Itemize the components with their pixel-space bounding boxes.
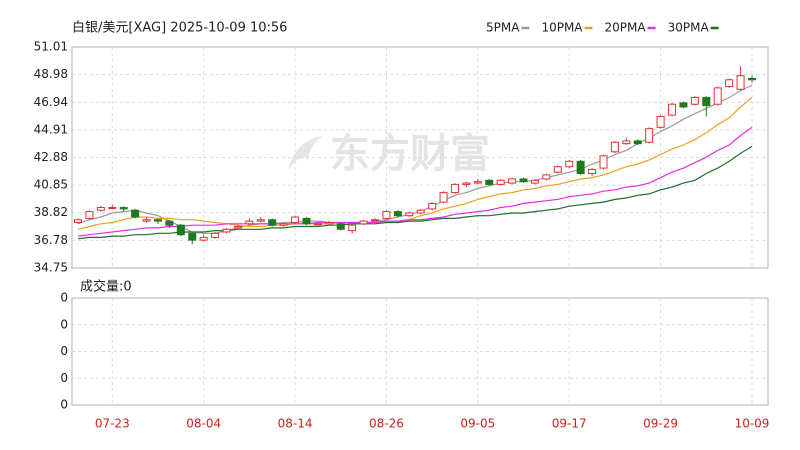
x-tick-label: 10-09 (735, 417, 770, 431)
candle-body (610, 141, 619, 153)
y-tick-label: 44.91 (34, 122, 68, 136)
candle-body (702, 96, 711, 107)
candle-body (473, 181, 482, 184)
candle-body (222, 228, 231, 233)
candle-body (85, 211, 94, 219)
candle-body (542, 174, 551, 180)
candle-body (233, 226, 242, 229)
candle-body (462, 182, 471, 185)
candle-body (725, 79, 734, 88)
candle-body (496, 179, 505, 185)
ma-line (77, 96, 753, 230)
legend-label: 10PMA (541, 21, 583, 35)
legend-label: 5PMA (486, 21, 520, 35)
candle-body (416, 209, 425, 214)
watermark: 东方财富 (330, 131, 490, 177)
y-tick-label: 38.82 (34, 205, 68, 219)
candle-body (530, 179, 539, 184)
x-tick-label: 08-14 (278, 417, 313, 431)
y-tick-label: 36.78 (34, 233, 68, 247)
candle-body (165, 220, 174, 226)
chart-title: 白银/美元[XAG] 2025-10-09 10:56 (72, 20, 287, 36)
candle-body (313, 223, 322, 226)
ma-line (77, 126, 753, 237)
candle-body (576, 160, 585, 175)
candle-body (199, 236, 208, 241)
candle-body (108, 207, 117, 210)
candle-body (690, 96, 699, 105)
volume-tick-label: 0 (60, 371, 68, 385)
candle-body (382, 211, 391, 219)
candle-body (393, 211, 402, 217)
candle-body (256, 219, 265, 222)
candle-body (645, 128, 654, 143)
candle-body (713, 87, 722, 105)
volume-tick-label: 0 (60, 317, 68, 331)
candle-body (153, 219, 162, 222)
volume-tick-label: 0 (60, 291, 68, 305)
candle-body (74, 219, 82, 223)
candle-body (679, 102, 688, 108)
candle-body (748, 77, 756, 81)
y-tick-label: 46.94 (34, 95, 68, 109)
y-tick-label: 51.01 (34, 40, 68, 54)
candle-body (428, 202, 437, 210)
x-tick-label: 07-23 (95, 417, 130, 431)
candle-body (519, 178, 528, 183)
candle-body (371, 219, 380, 222)
candle-body (450, 183, 459, 194)
candle-body (268, 219, 277, 226)
y-tick-label: 34.75 (34, 261, 68, 275)
x-tick-label: 08-04 (186, 417, 221, 431)
candle-body (348, 224, 357, 232)
x-tick-label: 09-05 (460, 417, 495, 431)
legend-label: 20PMA (605, 21, 647, 35)
y-tick-label: 48.98 (34, 67, 68, 81)
candle-body (279, 223, 288, 226)
candle-body (119, 207, 128, 210)
volume-title: 成交量:0 (80, 279, 132, 295)
candle-body (302, 217, 311, 225)
candle-body (565, 160, 574, 168)
candle-body (622, 140, 631, 145)
candle-body (668, 103, 677, 116)
candle-body (656, 115, 665, 128)
x-tick-label: 09-17 (552, 417, 587, 431)
volume-tick-label: 0 (60, 344, 68, 358)
candle-body (599, 155, 608, 169)
ma-line (77, 145, 753, 240)
x-tick-label: 08-26 (369, 417, 404, 431)
candle-body (291, 216, 300, 223)
candle-body (336, 223, 345, 230)
candle-body (131, 209, 140, 218)
y-tick-label: 42.88 (34, 150, 68, 164)
legend-label: 30PMA (668, 21, 710, 35)
candle-body (588, 168, 597, 175)
candle-body (176, 224, 185, 236)
candle-body (325, 221, 334, 225)
candle-body (188, 232, 197, 241)
candle-body (633, 140, 642, 145)
candle-body (439, 192, 448, 203)
watermark-logo (288, 136, 322, 170)
candle-body (96, 207, 105, 211)
candle-body (405, 212, 414, 217)
x-tick-label: 09-29 (643, 417, 678, 431)
volume-tick-label: 0 (60, 398, 68, 412)
candle-body (736, 75, 745, 90)
candle-body (211, 232, 220, 238)
candle-body (485, 179, 494, 185)
candle-body (142, 219, 151, 222)
candle-body (245, 220, 254, 225)
candle-body (359, 220, 368, 225)
candle-body (553, 166, 562, 173)
y-tick-label: 40.85 (34, 178, 68, 192)
candle-body (508, 178, 517, 184)
